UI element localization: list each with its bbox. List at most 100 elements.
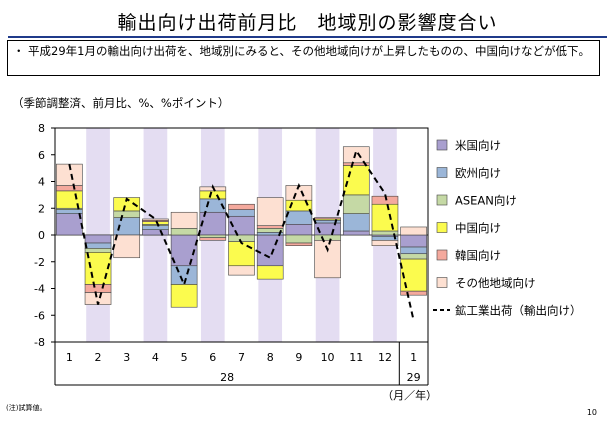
page-title: 輸出向け出荷前月比 地域別の影響度合い bbox=[117, 12, 498, 34]
x-tick-label: 11 bbox=[349, 351, 363, 364]
legend-label: 韓国向け bbox=[455, 249, 501, 263]
legend-swatch bbox=[436, 277, 448, 288]
bar-segment bbox=[314, 234, 341, 241]
bar-segment bbox=[84, 248, 112, 253]
bar-segment bbox=[228, 209, 255, 217]
legend-swatch bbox=[436, 249, 448, 261]
bar-segment bbox=[113, 217, 141, 236]
y-tick-label: 0 bbox=[38, 229, 45, 242]
bar-segment bbox=[256, 228, 284, 233]
bar-layer bbox=[56, 146, 427, 308]
y-tick-label: 2 bbox=[38, 202, 45, 215]
line-layer bbox=[68, 148, 415, 321]
legend-label: 鉱工業出荷（輸出向け） bbox=[455, 304, 582, 318]
legend-label: 米国向け bbox=[455, 139, 501, 153]
summary-bullet: ・ bbox=[13, 44, 25, 58]
bar-segment bbox=[314, 240, 341, 279]
x-tick-label: 4 bbox=[152, 351, 159, 364]
bar-segment bbox=[113, 210, 141, 218]
bar-segment bbox=[228, 203, 255, 210]
bar-segment bbox=[400, 226, 427, 236]
x-tick-label: 1 bbox=[410, 351, 417, 364]
summary-text: 平成29年1月の輸出向け出荷を、地域別にみると、その他地域向けが上昇したものの、… bbox=[28, 44, 590, 58]
bar-segment bbox=[342, 146, 370, 164]
x-tick-label: 3 bbox=[123, 351, 130, 364]
y-tick-label: 8 bbox=[38, 122, 45, 135]
legend-label: 欧州向け bbox=[455, 166, 501, 180]
y-tick-label: -8 bbox=[34, 336, 45, 349]
legend-swatch bbox=[436, 139, 448, 151]
page-number: 10 bbox=[586, 408, 597, 417]
legend-swatch bbox=[436, 167, 448, 178]
bar-segment bbox=[400, 246, 427, 255]
x-tick-label: 9 bbox=[295, 351, 302, 364]
y-tick-label: 4 bbox=[38, 176, 45, 189]
year-label: 29 bbox=[407, 371, 421, 384]
bar-segment bbox=[314, 217, 341, 220]
bar-segment bbox=[256, 225, 284, 229]
x-tick-label: 12 bbox=[378, 351, 392, 364]
legend-label: 中国向け bbox=[455, 221, 501, 235]
x-tick-label: 2 bbox=[95, 351, 102, 364]
x-tick-label: 10 bbox=[321, 351, 335, 364]
bar-segment bbox=[256, 234, 284, 267]
bar-segment bbox=[400, 234, 427, 248]
bar-segment bbox=[285, 224, 313, 236]
bar-segment bbox=[256, 197, 284, 226]
bar-segment bbox=[285, 234, 313, 244]
bar-segment bbox=[56, 209, 83, 214]
bar-segment bbox=[400, 290, 427, 296]
legend-label: ASEAN向け bbox=[455, 194, 517, 208]
x-tick-label: 6 bbox=[209, 351, 216, 364]
year-label: 28 bbox=[220, 371, 234, 384]
bar-segment bbox=[170, 211, 198, 229]
y-tick-label: -2 bbox=[34, 256, 45, 269]
bar-segment bbox=[170, 284, 198, 308]
bar-segment bbox=[342, 213, 370, 232]
legend-swatch bbox=[436, 222, 448, 233]
bar-segment bbox=[400, 253, 427, 260]
title-rule bbox=[8, 36, 607, 38]
legend-swatch bbox=[436, 194, 448, 206]
bar-segment bbox=[285, 210, 313, 225]
bar-segment bbox=[228, 265, 255, 276]
bar-segment bbox=[342, 230, 370, 236]
legend-label: その他地域向け bbox=[455, 276, 536, 290]
bar-segment bbox=[342, 165, 370, 196]
bar-segment bbox=[228, 241, 255, 267]
bar-segment bbox=[142, 225, 169, 230]
bar-segment bbox=[170, 228, 198, 236]
period-unit-label: （月／年） bbox=[382, 388, 437, 402]
bar-segment bbox=[228, 234, 255, 242]
x-tick-label: 8 bbox=[267, 351, 274, 364]
bar-segment bbox=[285, 242, 313, 246]
bar-segment bbox=[113, 234, 141, 259]
bar-segment bbox=[199, 234, 227, 238]
y-tick-label: -6 bbox=[34, 309, 45, 322]
bar-segment bbox=[199, 237, 227, 241]
bar-segment bbox=[84, 284, 112, 293]
x-tick-label: 7 bbox=[238, 351, 245, 364]
bar-segment bbox=[84, 242, 112, 249]
bar-segment bbox=[56, 185, 83, 192]
x-tick-label: 1 bbox=[66, 351, 73, 364]
y-tick-label: -4 bbox=[34, 283, 45, 296]
line-series bbox=[68, 148, 415, 321]
bar-segment bbox=[84, 234, 112, 244]
bar-segment bbox=[371, 203, 399, 232]
bar-segment bbox=[371, 240, 399, 247]
bar-segment bbox=[285, 199, 313, 212]
bar-segment bbox=[256, 265, 284, 280]
bar-segment bbox=[400, 258, 427, 292]
bar-segment bbox=[56, 213, 83, 236]
summary-box: ・ 平成29年1月の輸出向け出荷を、地域別にみると、その他地域向けが上昇したもの… bbox=[7, 40, 600, 76]
bar-segment bbox=[142, 229, 169, 236]
y-tick-label: 6 bbox=[38, 149, 45, 162]
bar-segment bbox=[342, 194, 370, 214]
bar-segment bbox=[142, 221, 169, 225]
footnote: (注)試算値。 bbox=[6, 404, 47, 412]
bar-segment bbox=[142, 218, 169, 221]
